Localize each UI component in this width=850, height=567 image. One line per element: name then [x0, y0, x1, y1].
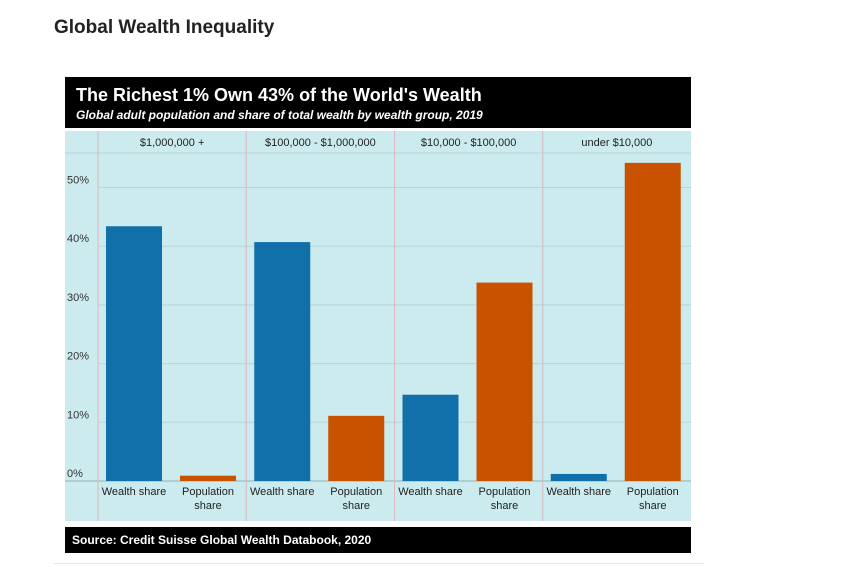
group-label: $1,000,000 +: [140, 137, 205, 149]
bar-label: Population: [479, 486, 531, 498]
chart-subtitle: Global adult population and share of tot…: [76, 108, 483, 122]
plot-area: 0% 10% 20% 30% 40% 50% $1,000,000 + $100,000 - …: [65, 131, 691, 521]
divider: [54, 563, 704, 564]
bar-label: Wealth share: [102, 486, 167, 498]
y-tick-label: 40%: [67, 233, 89, 245]
bar-population: [328, 415, 385, 481]
bar-chart: 0% 10% 20% 30% 40% 50% $1,000,000 + $100,000 - …: [65, 131, 691, 521]
bar-label: share: [194, 500, 222, 512]
bar-population: [180, 475, 236, 481]
chart-title: The Richest 1% Own 43% of the World's We…: [76, 85, 482, 105]
chart-source: Source: Credit Suisse Global Wealth Data…: [72, 533, 372, 547]
group-label: under $10,000: [581, 137, 652, 149]
bar-label: share: [342, 500, 370, 512]
bar-label: Wealth share: [546, 486, 611, 498]
group-label: $10,000 - $100,000: [421, 137, 516, 149]
bar-wealth: [106, 226, 162, 481]
y-tick-label: 10%: [67, 409, 89, 421]
bar-population: [476, 282, 533, 481]
group-label: $100,000 - $1,000,000: [265, 137, 376, 149]
bar-label: Population: [627, 486, 679, 498]
y-tick-label: 20%: [67, 351, 89, 363]
bar-label: share: [639, 500, 667, 512]
bar-label: Wealth share: [250, 486, 315, 498]
bar-label: Population: [330, 486, 382, 498]
bar-label: Wealth share: [398, 486, 463, 498]
bar-wealth: [402, 394, 459, 481]
page-heading: Global Wealth Inequality: [54, 17, 275, 38]
chart-container: The Richest 1% Own 43% of the World's We…: [65, 77, 691, 553]
y-tick-label: 0%: [67, 468, 83, 480]
bar-label: Population: [182, 486, 234, 498]
y-tick-label: 30%: [67, 292, 89, 304]
chart-title-bar: The Richest 1% Own 43% of the World's We…: [65, 77, 691, 128]
bar-wealth: [254, 242, 311, 481]
bar-population: [624, 162, 681, 481]
y-tick-label: 50%: [67, 175, 89, 187]
source-bar: Source: Credit Suisse Global Wealth Data…: [65, 527, 691, 553]
bar-label: share: [491, 500, 519, 512]
bar-wealth: [550, 473, 607, 481]
